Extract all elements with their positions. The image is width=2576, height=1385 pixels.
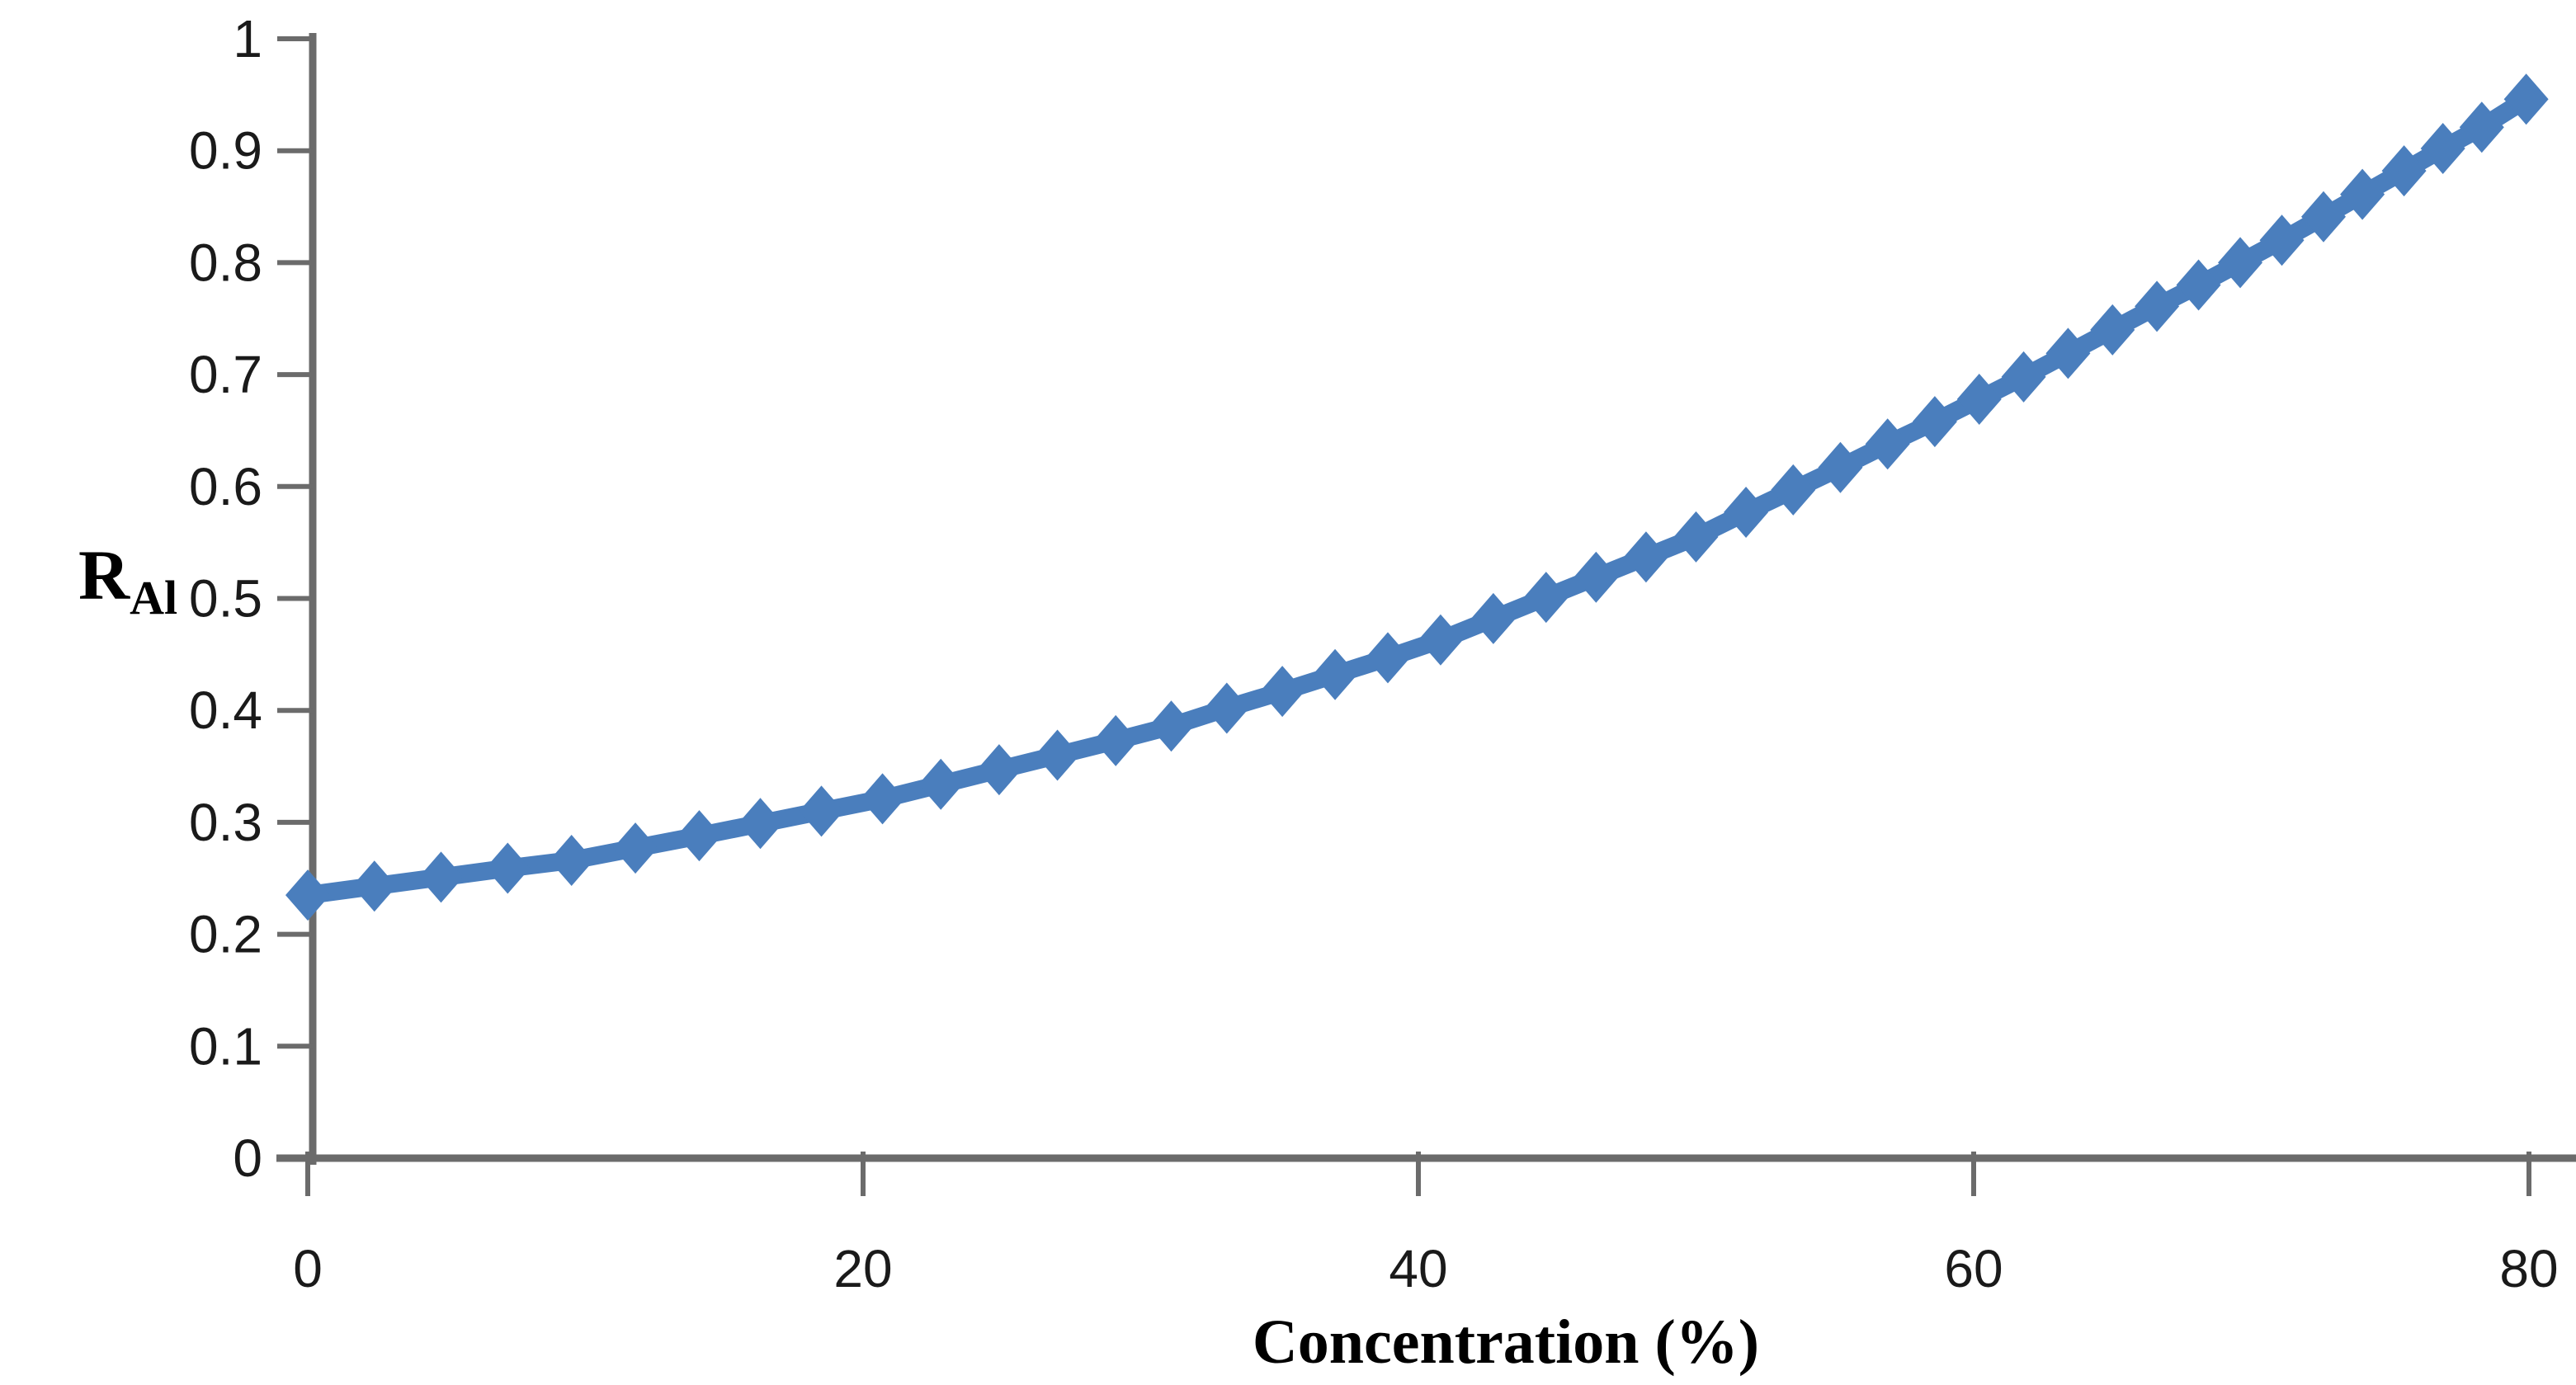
data-point-marker xyxy=(1573,551,1619,603)
y-axis-title-subscript: Al xyxy=(130,571,177,624)
data-point-marker xyxy=(1365,632,1410,684)
data-point-marker xyxy=(1470,592,1516,644)
x-tick-label: 0 xyxy=(293,1239,323,1298)
data-point-marker xyxy=(418,851,464,903)
data-point-marker xyxy=(2503,73,2549,125)
data-point-marker xyxy=(2176,259,2221,311)
data-point-marker xyxy=(738,798,783,850)
y-tick-label: 0.9 xyxy=(189,121,262,181)
data-point-marker xyxy=(2300,191,2346,243)
y-tick-label: 0 xyxy=(233,1128,262,1188)
data-point-marker xyxy=(860,773,905,825)
data-point-marker xyxy=(2459,101,2504,153)
data-point-marker xyxy=(613,822,658,874)
y-tick-label: 0.5 xyxy=(189,569,262,629)
data-point-marker xyxy=(351,860,397,912)
data-point-marker xyxy=(1149,700,1194,752)
y-axis-title: RAl xyxy=(78,535,177,624)
plot-area: 0 0.1 0.2 0.3 0.4 0.5 0.6 0.7 0.8 0.9 1 0 20 40 60 80 xyxy=(189,9,2576,1298)
data-point-marker xyxy=(1673,511,1719,563)
data-point-marker xyxy=(2218,237,2263,289)
data-point-marker xyxy=(976,744,1021,796)
data-point-marker xyxy=(1724,487,1769,539)
data-point-marker xyxy=(1865,418,1910,470)
data-point-marker xyxy=(1523,572,1569,624)
data-point-marker xyxy=(2259,214,2305,266)
data-point-marker xyxy=(1093,714,1139,766)
data-point-marker xyxy=(1035,729,1080,781)
y-axis-title-base: R xyxy=(78,535,130,615)
data-point-marker xyxy=(918,758,964,810)
data-point-marker xyxy=(485,842,531,894)
data-point-marker xyxy=(677,810,722,862)
data-point-marker xyxy=(1418,614,1463,666)
y-tick-label: 0.3 xyxy=(189,793,262,852)
y-tick-label: 0.6 xyxy=(189,457,262,516)
data-point-marker xyxy=(285,869,330,921)
data-point-marker xyxy=(2340,168,2385,220)
data-point-marker xyxy=(1818,441,1863,493)
data-point-marker xyxy=(799,785,844,837)
data-point-marker xyxy=(1623,531,1668,583)
data-point-marker xyxy=(2420,122,2465,174)
y-tick-label: 0.4 xyxy=(189,681,262,740)
y-tick-label: 0.8 xyxy=(189,233,262,292)
data-point-marker xyxy=(1912,396,1957,448)
data-point-marker xyxy=(2001,351,2046,403)
data-series-line xyxy=(299,90,2536,905)
data-point-marker xyxy=(1260,666,1305,718)
data-point-marker xyxy=(2135,280,2180,332)
data-point-marker xyxy=(1204,682,1249,734)
data-point-marker xyxy=(2090,304,2135,356)
data-point-marker xyxy=(2045,327,2091,379)
x-axis-title: Concentration (%) xyxy=(1253,1307,1759,1377)
x-tick-label: 20 xyxy=(833,1239,892,1298)
data-point-marker xyxy=(549,835,594,887)
y-tick-label: 0.7 xyxy=(189,345,262,404)
x-tick-label: 80 xyxy=(2499,1239,2558,1298)
data-point-marker xyxy=(1771,464,1816,516)
y-tick-label: 0.1 xyxy=(189,1016,262,1076)
data-point-marker xyxy=(1313,648,1358,700)
y-tick-label: 0.2 xyxy=(189,905,262,964)
y-tick-label: 1 xyxy=(233,9,262,68)
data-point-marker xyxy=(2381,145,2427,197)
data-point-marker xyxy=(1956,373,2002,425)
x-tick-label: 40 xyxy=(1389,1239,1447,1298)
x-tick-label: 60 xyxy=(1944,1239,2003,1298)
